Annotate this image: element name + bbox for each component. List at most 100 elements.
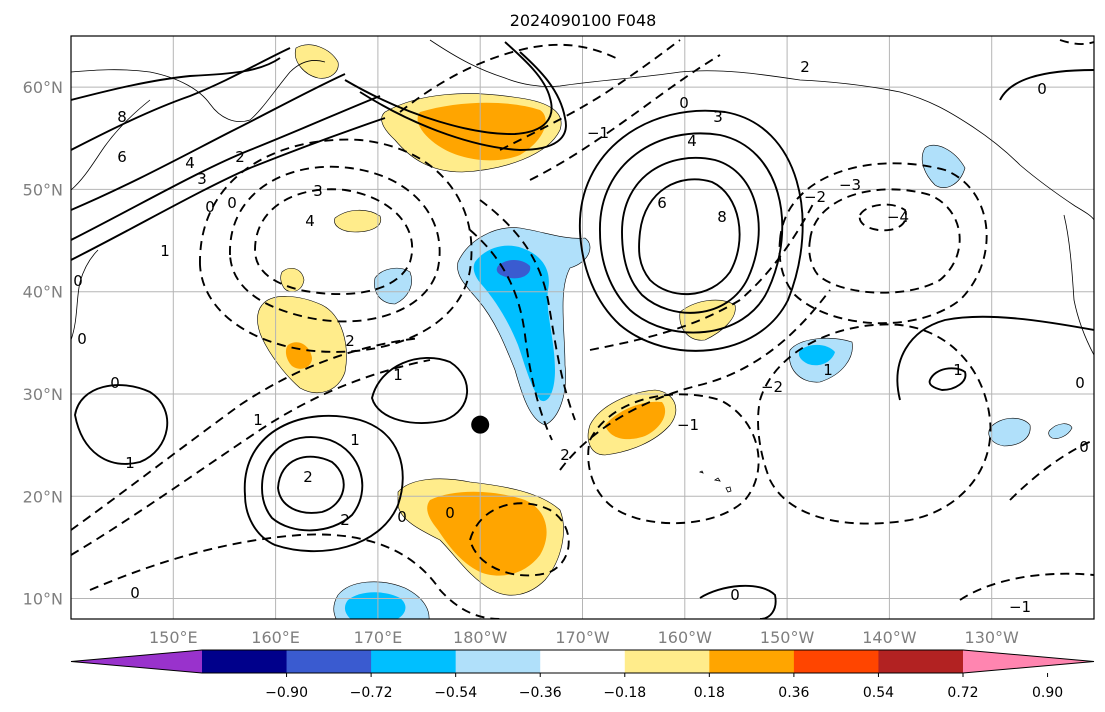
colorbar — [70, 649, 1095, 674]
negative-contour — [499, 39, 681, 151]
longitude-tick-labels: 150°E 160°E 170°E 180°W 170°W 160°W 150°W 140°W… — [149, 628, 1019, 647]
colorbar-segment — [793, 650, 879, 673]
contour-label: 3 — [713, 108, 723, 126]
lon-tick-label: 140°W — [862, 628, 917, 647]
contour-label: −3 — [839, 176, 861, 194]
negative-anomaly-max — [496, 260, 531, 279]
colorbar-tick-label: −0.36 — [519, 685, 562, 701]
negative-contour — [589, 199, 816, 351]
positive-contour — [74, 384, 169, 465]
negative-anomaly-core — [473, 245, 555, 402]
contour-label: 2 — [800, 58, 810, 76]
contour-label: 2 — [340, 511, 350, 529]
colorbar-segment — [709, 650, 795, 673]
hawaii-islands — [698, 470, 732, 493]
contour-label: 6 — [657, 194, 667, 212]
positive-contour — [928, 367, 967, 391]
positive-anomaly-region — [334, 209, 382, 233]
contour-label: 1 — [393, 366, 403, 384]
colorbar-segment — [371, 650, 457, 673]
kamchatka-coastline — [71, 60, 326, 122]
negative-contour — [469, 502, 570, 577]
contour-label: −4 — [887, 208, 909, 226]
lat-tick-label: 50°N — [23, 180, 63, 199]
contour-label: 4 — [305, 212, 315, 230]
negative-contour — [1009, 439, 1094, 501]
figure-title: 2024090100 F048 — [510, 11, 657, 30]
negative-anomaly-region — [1048, 423, 1073, 439]
positive-contour — [244, 414, 404, 553]
positive-contour — [371, 357, 468, 424]
negative-contour — [1059, 39, 1094, 45]
positive-contour — [277, 455, 345, 514]
colorbar-extend-low — [71, 650, 202, 673]
positive-contour — [599, 132, 784, 334]
positive-contour — [71, 57, 281, 101]
contour-label: 0 — [73, 272, 83, 290]
latitude-tick-labels: 10°N 20°N 30°N 40°N 50°N 60°N — [23, 78, 63, 608]
colorbar-segment — [286, 650, 372, 673]
negative-anomaly-region — [988, 417, 1031, 447]
positive-contour — [896, 315, 1094, 401]
positive-contour — [261, 436, 364, 532]
contour-label: 2 — [345, 332, 355, 350]
map-content: 0 1 2 2 1 1 0 0 6 8 8 6 4 3 2 0 0 1 3 4 … — [71, 36, 1094, 619]
colorbar-tick-label: 0.18 — [694, 685, 725, 701]
contour-label: 0 — [1075, 374, 1085, 392]
alaska-coastline — [429, 39, 1094, 221]
contour-label: 0 — [445, 504, 455, 522]
positive-contour — [999, 69, 1094, 101]
positive-anomaly-region — [280, 267, 305, 293]
contour-label: 1 — [125, 454, 135, 472]
dashed-contour-lines — [71, 39, 1094, 619]
contour-label: 0 — [730, 586, 740, 604]
colorbar-extend-high — [963, 650, 1094, 673]
negative-contour — [587, 393, 760, 525]
negative-contour — [71, 337, 421, 531]
contour-label: 1 — [953, 361, 963, 379]
colorbar-tick-label: 0.90 — [1032, 685, 1063, 701]
lon-tick-label: 150°E — [149, 628, 198, 647]
positive-contour — [621, 156, 760, 314]
negative-anomaly-core — [344, 592, 406, 619]
negative-contour — [757, 323, 992, 525]
contour-label: 3 — [313, 182, 323, 200]
negative-contour — [229, 165, 441, 323]
contour-label: 0 — [227, 194, 237, 212]
positive-anomaly-core — [285, 342, 312, 369]
negative-contour — [778, 162, 988, 325]
negative-contour — [399, 43, 621, 113]
contour-label: 0 — [1079, 438, 1089, 456]
contour-label: 0 — [77, 330, 87, 348]
lat-tick-label: 30°N — [23, 385, 63, 404]
positive-contour — [579, 109, 804, 352]
colorbar-segment — [878, 650, 964, 673]
colorbar-outline — [70, 649, 1095, 674]
center-point-marker — [471, 415, 490, 434]
contour-label: 1 — [823, 361, 833, 379]
positive-contour — [699, 584, 777, 619]
contour-label: 0 — [397, 508, 407, 526]
positive-contour — [638, 178, 741, 296]
lat-tick-label: 20°N — [23, 487, 63, 506]
contour-label: 0 — [679, 94, 689, 112]
positive-contour — [71, 73, 346, 211]
colorbar-segment — [624, 650, 710, 673]
negative-contour — [808, 188, 961, 294]
positive-anomaly-region — [294, 44, 339, 79]
colorbar-tick-label: −0.72 — [350, 685, 393, 701]
positive-contour — [71, 47, 291, 151]
lon-tick-label: 170°W — [555, 628, 610, 647]
contour-label: 4 — [185, 154, 195, 172]
contour-label: 1 — [253, 411, 263, 429]
contour-label: 1 — [160, 242, 170, 260]
negative-anomaly-region — [374, 267, 412, 305]
negative-contour — [469, 229, 553, 441]
kurile-coastline — [71, 99, 151, 191]
contour-label: 0 — [1037, 80, 1047, 98]
contour-label: −1 — [1009, 598, 1031, 616]
negative-contour — [479, 199, 576, 421]
lat-tick-label: 40°N — [23, 283, 63, 302]
contour-label: 8 — [117, 108, 127, 126]
